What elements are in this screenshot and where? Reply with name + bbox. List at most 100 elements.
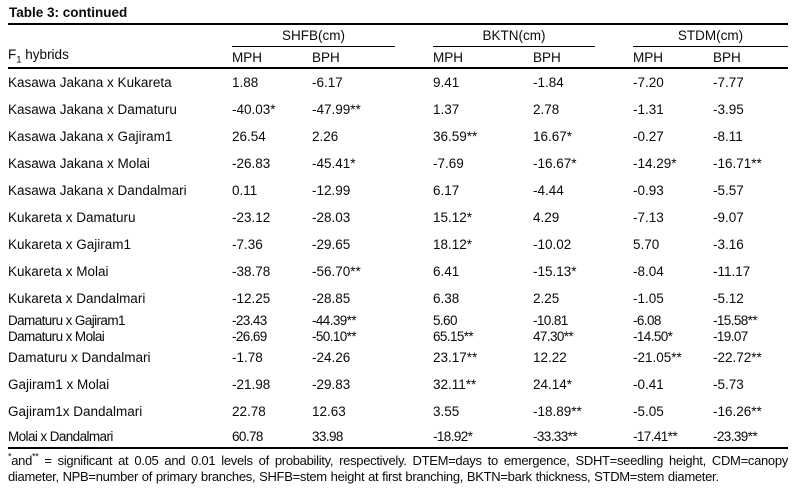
value-cell: -5.12 — [713, 291, 744, 306]
value-cell: -26.83 — [232, 156, 271, 171]
value-cell: -23.39** — [713, 428, 758, 444]
value-cell: -7.77 — [713, 75, 744, 90]
value-cell: -12.99 — [312, 183, 351, 198]
value-cell: -7.36 — [232, 237, 263, 252]
value-cell: 0.11 — [232, 183, 258, 198]
spacer-cell — [395, 177, 433, 204]
value-cell: -10.02 — [533, 237, 572, 252]
value-cell: -3.95 — [713, 102, 744, 117]
spacer-cell — [595, 371, 633, 398]
value-cell: 26.54 — [232, 129, 266, 144]
value-cell: -1.05 — [633, 291, 664, 306]
value-cell: -0.27 — [633, 129, 664, 144]
footnote-text: and — [11, 453, 32, 468]
value-cell: -1.84 — [533, 75, 564, 90]
spacer-cell — [595, 96, 633, 123]
subheader-shfb-mph: MPH — [232, 46, 312, 69]
footnote-text: = significant at 0.05 and 0.01 levels of… — [8, 453, 788, 484]
hybrid-name: Gajiram1x Dandalmari — [8, 404, 143, 419]
spacer-cell — [595, 344, 633, 371]
value-cell: 15.12* — [433, 210, 473, 225]
value-cell: -18.92* — [433, 428, 473, 444]
value-cell: 5.70 — [633, 237, 660, 252]
hybrid-name: Kasawa Jakana x Dandalmari — [8, 183, 187, 198]
table-row: Gajiram1x Dandalmari 22.78 12.63 3.55 -18.89… — [8, 398, 788, 425]
table-row: Kasawa Jakana x Dandalmari 0.11 -12.99 6.17… — [8, 177, 788, 204]
value-cell: -7.69 — [433, 156, 464, 171]
spacer-cell — [595, 328, 633, 344]
hybrid-name: Kukareta x Dandalmari — [8, 291, 146, 306]
value-cell: -12.25 — [232, 291, 271, 306]
value-cell: -6.08 — [633, 312, 661, 328]
value-cell: 47.30** — [533, 328, 574, 344]
subheader-stdm-mph: MPH — [633, 46, 713, 69]
significance-marker: * — [8, 451, 12, 462]
value-cell: 2.25 — [533, 291, 560, 306]
value-cell: -23.43 — [232, 312, 267, 328]
value-cell: -45.41* — [312, 156, 356, 171]
value-cell: -15.58** — [713, 312, 758, 328]
table-row: Kasawa Jakana x Damaturu -40.03* -47.99** 1… — [8, 96, 788, 123]
value-cell: 24.14* — [533, 377, 573, 392]
table-row: Kukareta x Gajiram1 -7.36 -29.65 18.12* -10.… — [8, 231, 788, 258]
value-cell: -22.72** — [713, 350, 762, 365]
value-cell: 32.11** — [433, 377, 477, 392]
value-cell: -47.99** — [312, 102, 361, 117]
subheader-stdm-bph: BPH — [713, 46, 789, 69]
value-cell: -24.26 — [312, 350, 351, 365]
spacer-cell — [395, 24, 433, 47]
column-subheader-row: F1 hybrids MPH BPH MPH BPH MPH BPH — [8, 46, 789, 69]
significance-marker: ** — [32, 451, 39, 462]
hybrid-name: Molai x Dandalmari — [8, 428, 113, 444]
value-cell: -5.57 — [713, 183, 744, 198]
spacer-cell — [595, 231, 633, 258]
value-cell: 4.29 — [533, 210, 560, 225]
value-cell: -7.20 — [633, 75, 664, 90]
spacer-cell — [595, 204, 633, 231]
value-cell: -38.78 — [232, 264, 271, 279]
value-cell: -4.44 — [533, 183, 564, 198]
spacer-cell — [395, 328, 433, 344]
table-row: Damaturu x Gajiram1 -23.43 -44.39** 5.60 -10… — [8, 312, 788, 328]
spacer-cell — [395, 258, 433, 285]
value-cell: -10.81 — [533, 312, 568, 328]
heterosis-table: SHFB(cm) BKTN(cm) STDM(cm) F1 hybrids MP… — [8, 23, 789, 449]
value-cell: -17.41** — [633, 428, 678, 444]
hybrid-name: Damaturu x Gajiram1 — [8, 312, 125, 328]
value-cell: -56.70** — [312, 264, 361, 279]
value-cell: 60.78 — [232, 428, 263, 444]
col-group-bktn: BKTN(cm) — [433, 24, 595, 47]
value-cell: -21.05** — [633, 350, 682, 365]
value-cell: 2.78 — [533, 102, 560, 117]
subheader-shfb-bph: BPH — [312, 46, 395, 69]
spacer-cell — [595, 258, 633, 285]
value-cell: -14.29* — [633, 156, 677, 171]
value-cell: -23.12 — [232, 210, 271, 225]
spacer-cell — [595, 425, 633, 448]
table-row: Molai x Dandalmari 60.78 33.98 -18.92* -33.3… — [8, 425, 788, 448]
hybrid-name: Gajiram1 x Molai — [8, 377, 110, 392]
value-cell: 2.26 — [312, 129, 339, 144]
hybrid-name: Kasawa Jakana x Molai — [8, 156, 150, 171]
spacer-cell — [395, 371, 433, 398]
table-row: Kasawa Jakana x Molai -26.83 -45.41* -7.69 -… — [8, 150, 788, 177]
spacer-cell — [595, 285, 633, 312]
value-cell: -19.07 — [713, 328, 748, 344]
spacer-cell — [8, 24, 232, 47]
col-group-stdm: STDM(cm) — [633, 24, 789, 47]
col-group-shfb: SHFB(cm) — [232, 24, 395, 47]
value-cell: -15.13* — [533, 264, 577, 279]
value-cell: -16.26** — [713, 404, 762, 419]
value-cell: 3.55 — [433, 404, 460, 419]
spacer-cell — [595, 46, 633, 69]
spacer-cell — [595, 398, 633, 425]
value-cell: -9.07 — [713, 210, 744, 225]
spacer-cell — [395, 68, 433, 96]
hybrid-name: Kasawa Jakana x Gajiram1 — [8, 129, 173, 144]
value-cell: -5.73 — [713, 377, 744, 392]
value-cell: -18.89** — [533, 404, 582, 419]
value-cell: 9.41 — [433, 75, 460, 90]
hybrid-name: Kukareta x Molai — [8, 264, 109, 279]
hybrid-name: Kasawa Jakana x Damaturu — [8, 102, 177, 117]
value-cell: 18.12* — [433, 237, 473, 252]
